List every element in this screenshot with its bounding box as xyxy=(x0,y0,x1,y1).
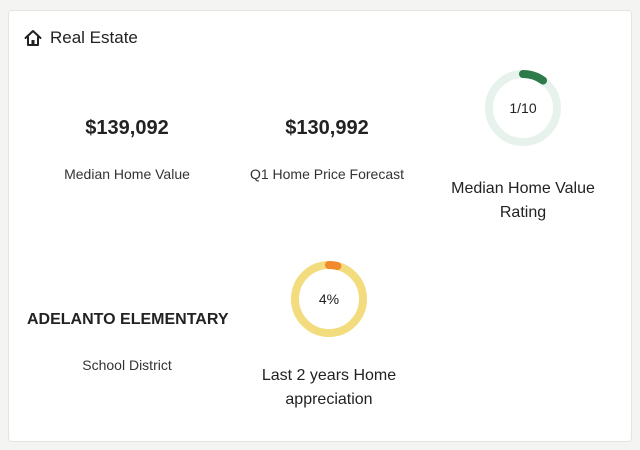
median-home-value: $139,092 xyxy=(85,117,169,139)
rating-label-line2: Rating xyxy=(499,204,547,221)
home-icon xyxy=(23,28,43,48)
appreciation-ring-fill xyxy=(291,261,367,337)
median-value-rating: 1/10 Median Home Value Rating xyxy=(423,63,623,225)
real-estate-card: Real Estate $139,092 Median Home Value $… xyxy=(8,10,632,442)
median-home-value-stat: $139,092 Median Home Value xyxy=(27,117,227,182)
rating-label-line1: Median Home Value xyxy=(451,180,595,197)
home-appreciation: 4% Last 2 years Home appreciation xyxy=(229,254,429,412)
school-district-name: ADELANTO ELEMENTARY xyxy=(27,311,229,328)
appreciation-label-line2: appreciation xyxy=(285,391,373,408)
price-forecast-stat: $130,992 Q1 Home Price Forecast xyxy=(227,117,427,182)
card-header: Real Estate xyxy=(23,28,138,48)
school-district-label: School District xyxy=(82,357,172,373)
rating-ring: 1/10 xyxy=(483,63,563,153)
rating-ring-fill xyxy=(485,70,561,146)
median-home-value-label: Median Home Value xyxy=(64,166,190,182)
rating-value: 1/10 xyxy=(509,100,537,116)
price-forecast-label: Q1 Home Price Forecast xyxy=(249,166,405,182)
appreciation-value: 4% xyxy=(318,291,340,307)
section-title: Real Estate xyxy=(50,28,138,47)
appreciation-label-line1: Last 2 years Home xyxy=(261,367,397,384)
price-forecast-value: $130,992 xyxy=(285,117,369,139)
appreciation-ring: 4% xyxy=(289,254,369,344)
school-district-stat: ADELANTO ELEMENTARY School District xyxy=(27,311,229,373)
